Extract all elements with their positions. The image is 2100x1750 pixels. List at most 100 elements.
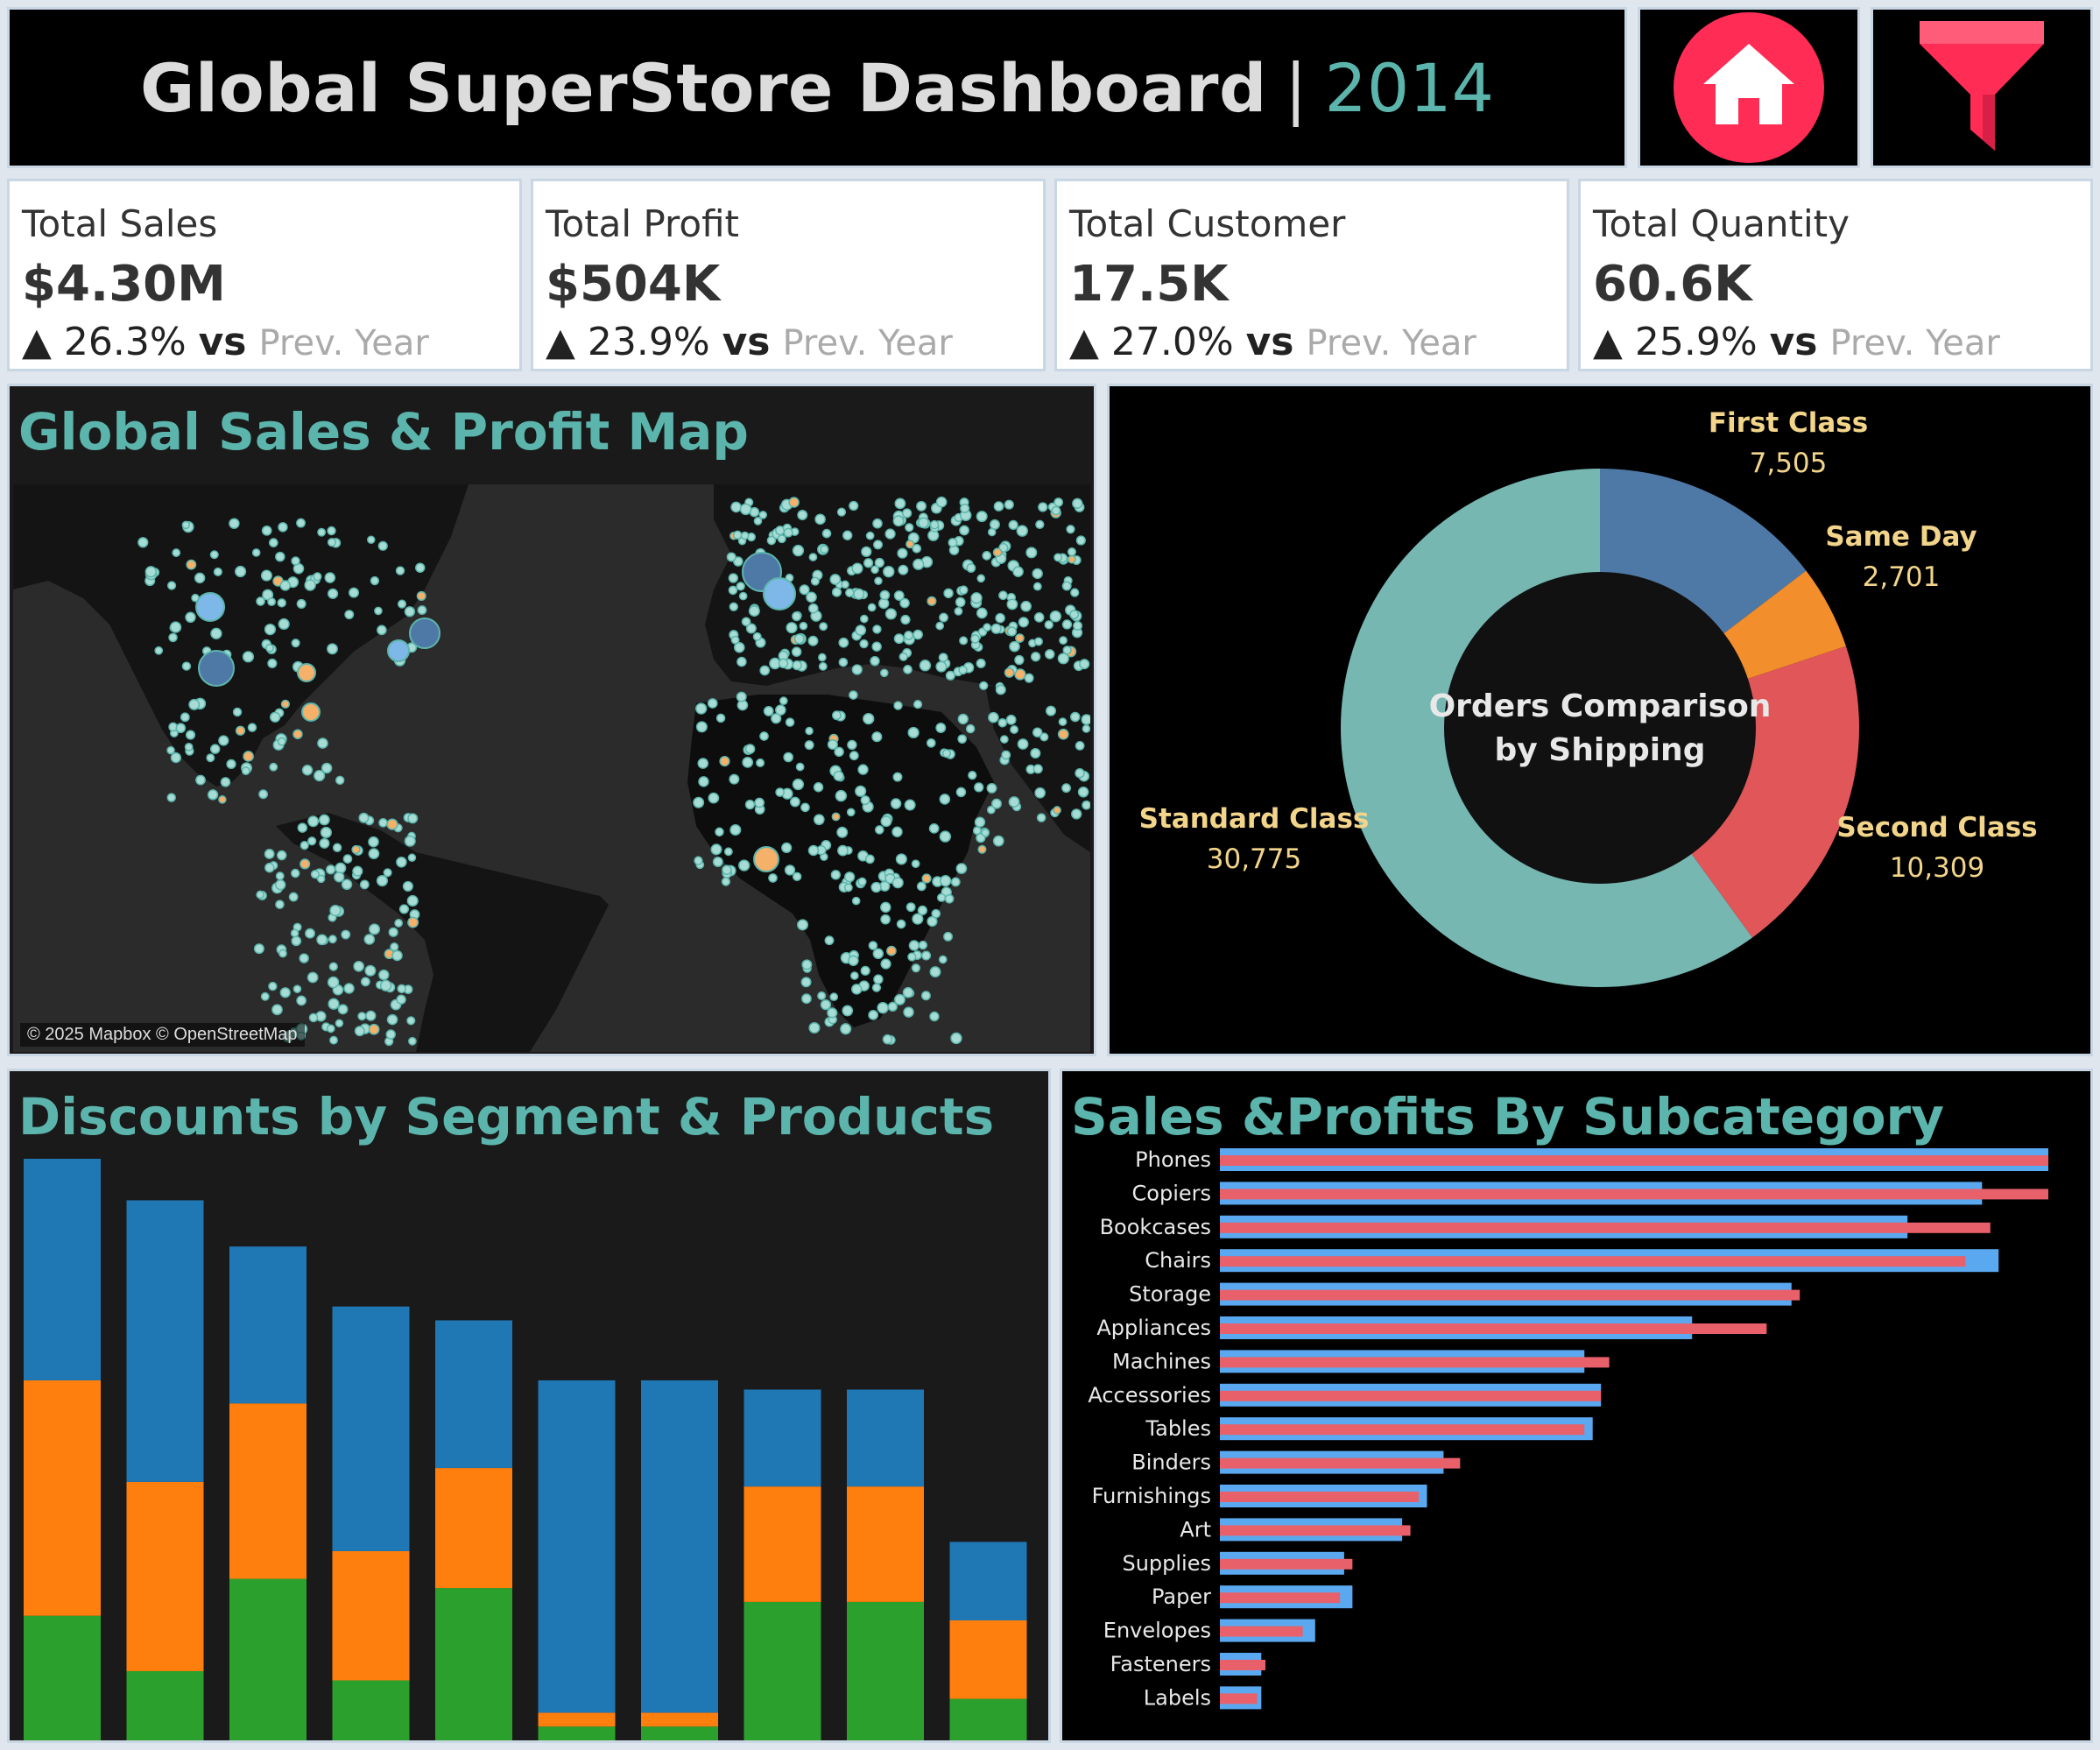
map-point[interactable] bbox=[891, 826, 903, 837]
map-point[interactable] bbox=[954, 606, 963, 616]
map-point[interactable] bbox=[1054, 553, 1063, 562]
map-point[interactable] bbox=[385, 1029, 397, 1040]
map-point[interactable] bbox=[784, 864, 796, 876]
discount-bar-6-segment-2[interactable] bbox=[538, 1712, 616, 1727]
map-point[interactable] bbox=[1081, 714, 1090, 725]
map-point[interactable] bbox=[279, 580, 291, 591]
map-point[interactable] bbox=[299, 858, 311, 870]
map-point-large[interactable] bbox=[409, 617, 440, 649]
map-point[interactable] bbox=[723, 847, 733, 857]
map-point[interactable] bbox=[795, 762, 805, 772]
map-point[interactable] bbox=[1049, 610, 1062, 623]
map-point[interactable] bbox=[1054, 497, 1064, 507]
map-point[interactable] bbox=[771, 713, 782, 724]
map-point[interactable] bbox=[797, 919, 809, 931]
map-point[interactable] bbox=[865, 531, 875, 540]
map-point[interactable] bbox=[786, 622, 798, 634]
map-point[interactable] bbox=[1075, 767, 1085, 779]
map-point[interactable] bbox=[983, 623, 991, 632]
map-point[interactable] bbox=[779, 696, 788, 705]
map-point[interactable] bbox=[291, 935, 302, 947]
map-point[interactable] bbox=[1032, 568, 1043, 580]
map-point[interactable] bbox=[1066, 525, 1075, 534]
map-point[interactable] bbox=[404, 606, 416, 617]
map-point[interactable] bbox=[729, 823, 742, 836]
map-point[interactable] bbox=[1032, 582, 1042, 591]
map-point[interactable] bbox=[728, 573, 739, 583]
map-point[interactable] bbox=[1061, 619, 1073, 630]
map-point[interactable] bbox=[908, 940, 920, 951]
map-point[interactable] bbox=[999, 735, 1009, 744]
map-point[interactable] bbox=[241, 766, 250, 776]
map-point[interactable] bbox=[840, 1023, 852, 1035]
discount-bar-5-segment-3[interactable] bbox=[435, 1320, 512, 1469]
map-point[interactable] bbox=[758, 511, 768, 519]
map-point[interactable] bbox=[181, 520, 191, 530]
map-point[interactable] bbox=[838, 637, 849, 648]
map-point[interactable] bbox=[752, 632, 762, 641]
map-point[interactable] bbox=[1062, 646, 1072, 655]
profit-bar-machines[interactable] bbox=[1220, 1357, 1610, 1368]
map-point[interactable] bbox=[807, 635, 819, 646]
map-point[interactable] bbox=[341, 879, 353, 891]
map-point[interactable] bbox=[830, 870, 841, 880]
map-point[interactable] bbox=[213, 567, 222, 577]
map-point[interactable] bbox=[397, 599, 407, 609]
map-point[interactable] bbox=[374, 606, 383, 616]
map-point[interactable] bbox=[744, 744, 756, 754]
map-point[interactable] bbox=[1016, 525, 1028, 537]
map-point[interactable] bbox=[332, 843, 342, 852]
map-point[interactable] bbox=[406, 1016, 416, 1026]
map-point[interactable] bbox=[234, 565, 247, 578]
profit-bar-furnishings[interactable] bbox=[1220, 1492, 1420, 1502]
map-point[interactable] bbox=[871, 983, 882, 992]
map-point[interactable] bbox=[715, 713, 726, 723]
map-point[interactable] bbox=[275, 900, 285, 909]
map-point[interactable] bbox=[195, 774, 206, 786]
map-point[interactable] bbox=[901, 508, 913, 519]
map-point[interactable] bbox=[1012, 566, 1024, 578]
map-point[interactable] bbox=[1032, 764, 1043, 774]
map-point[interactable] bbox=[998, 590, 1008, 601]
map-point[interactable] bbox=[939, 612, 948, 623]
map-point[interactable] bbox=[188, 698, 201, 710]
map-point[interactable] bbox=[904, 631, 913, 640]
map-point[interactable] bbox=[365, 1010, 377, 1021]
map-point[interactable] bbox=[943, 588, 954, 599]
map-point[interactable] bbox=[697, 758, 709, 769]
map-point[interactable] bbox=[870, 565, 879, 575]
map-point[interactable] bbox=[326, 1024, 335, 1034]
map-point[interactable] bbox=[801, 993, 812, 1005]
map-point[interactable] bbox=[1071, 808, 1082, 820]
map-point[interactable] bbox=[974, 816, 986, 828]
map-point[interactable] bbox=[766, 535, 777, 546]
map-point[interactable] bbox=[892, 515, 905, 527]
map-point[interactable] bbox=[1024, 673, 1034, 683]
map-point[interactable] bbox=[1053, 806, 1061, 815]
map-point[interactable] bbox=[292, 729, 303, 739]
discount-bar-9-segment-3[interactable] bbox=[847, 1389, 924, 1487]
map-point[interactable] bbox=[386, 818, 398, 830]
map-point[interactable] bbox=[894, 497, 906, 510]
map-point[interactable] bbox=[729, 773, 740, 785]
map-point[interactable] bbox=[995, 684, 1006, 695]
map-point[interactable] bbox=[939, 830, 952, 843]
map-point[interactable] bbox=[739, 503, 752, 516]
map-point[interactable] bbox=[800, 802, 810, 813]
map-point[interactable] bbox=[907, 726, 920, 739]
map-point[interactable] bbox=[326, 864, 336, 875]
map-point[interactable] bbox=[957, 734, 968, 744]
map-point[interactable] bbox=[377, 540, 388, 551]
map-point[interactable] bbox=[1051, 505, 1061, 516]
map-point[interactable] bbox=[358, 812, 370, 823]
map-point[interactable] bbox=[995, 612, 1005, 624]
map-point[interactable] bbox=[1038, 502, 1048, 512]
map-point[interactable] bbox=[853, 588, 865, 600]
map-point[interactable] bbox=[1033, 637, 1043, 646]
map-point[interactable] bbox=[275, 551, 285, 562]
map-point[interactable] bbox=[719, 755, 730, 767]
map-point[interactable] bbox=[1044, 649, 1055, 660]
map-point[interactable] bbox=[166, 793, 176, 802]
map-point[interactable] bbox=[778, 658, 789, 669]
map-point[interactable] bbox=[775, 704, 786, 716]
